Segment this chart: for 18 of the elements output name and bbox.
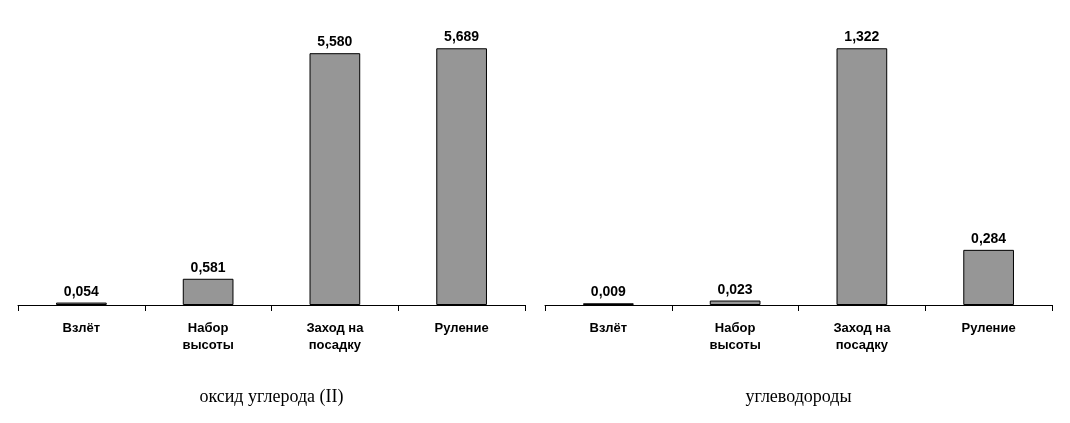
x-tick-label: Руление <box>961 320 1016 335</box>
text: углеводороды <box>745 386 852 406</box>
data-label: 0,054 <box>63 282 100 299</box>
data-label: 0,009 <box>590 283 627 300</box>
x-tick-label: Набор высоты <box>182 320 234 352</box>
x-tick-label: Заход на посадку <box>833 320 892 352</box>
x-tick-label: Взлёт <box>589 320 628 335</box>
data-label: 0,023 <box>717 280 753 297</box>
x-tick-label: Заход на посадку <box>306 320 365 352</box>
data-label: 0,581 <box>190 258 226 275</box>
data-label: 0,284 <box>971 229 1007 246</box>
data-label: 5,689 <box>444 28 480 45</box>
data-label: 1,322 <box>844 28 880 45</box>
data-label: 5,580 <box>317 33 353 50</box>
x-tick-label: Набор высоты <box>709 320 761 352</box>
x-tick-label: Руление <box>434 320 489 335</box>
x-tick-label: Взлёт <box>62 320 101 335</box>
text: оксид углерода (II) <box>199 386 344 407</box>
